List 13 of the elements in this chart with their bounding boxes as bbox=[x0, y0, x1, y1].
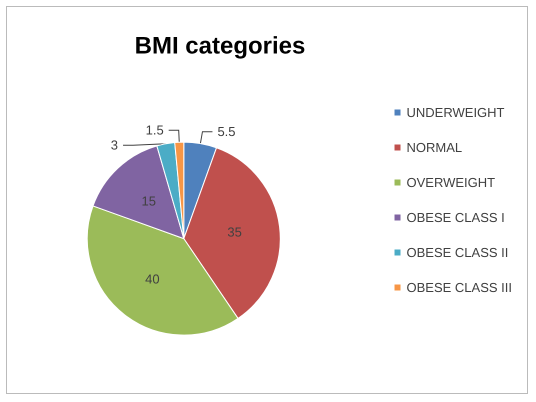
chart-title: BMI categories bbox=[134, 32, 306, 60]
data-label: 15 bbox=[141, 194, 156, 209]
data-label: 1.5 bbox=[146, 122, 164, 138]
data-label: 3 bbox=[110, 138, 118, 153]
data-label: 35 bbox=[227, 224, 242, 240]
legend-label: NORMAL bbox=[406, 140, 462, 155]
data-label: 40 bbox=[145, 272, 160, 287]
legend-label: OBESE CLASS I bbox=[406, 210, 505, 225]
legend-label: OBESE CLASS III bbox=[406, 280, 512, 295]
data-label: 5.5 bbox=[217, 124, 236, 140]
legend-label: OBESE CLASS II bbox=[406, 245, 508, 260]
legend-label: OVERWEIGHT bbox=[406, 175, 496, 190]
legend-label: UNDERWEIGHT bbox=[406, 105, 505, 120]
